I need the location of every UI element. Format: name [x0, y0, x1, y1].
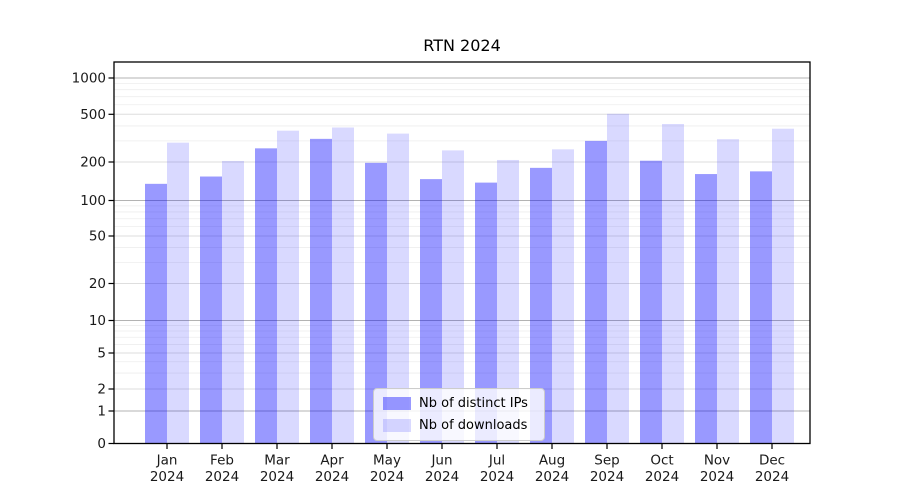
- x-tick-label-year: 2024: [755, 469, 789, 485]
- bar-downloads-feb: [222, 160, 244, 444]
- x-tick-label-year: 2024: [260, 469, 294, 485]
- bar-downloads-oct: [662, 123, 684, 444]
- legend-swatch-distinct-ips-icon: [383, 397, 411, 410]
- x-tick-label-year: 2024: [370, 469, 404, 485]
- y-tick-label: 0: [97, 436, 106, 452]
- bar-downloads-apr: [332, 127, 354, 444]
- legend-item-downloads: Nb of downloads: [383, 418, 535, 433]
- x-tick-label-month: Jul: [488, 453, 505, 469]
- bar-downloads-dec: [772, 128, 794, 444]
- x-tick-label-month: Dec: [759, 453, 785, 469]
- x-tick-label-month: Sep: [594, 453, 619, 469]
- x-tick-label-month: Aug: [539, 453, 565, 469]
- bar-distinct-ips-mar: [255, 148, 277, 444]
- bar-distinct-ips-apr: [310, 138, 332, 444]
- bar-downloads-jun: [442, 150, 464, 444]
- legend-item-distinct-ips: Nb of distinct IPs: [383, 396, 535, 411]
- bar-distinct-ips-aug: [530, 167, 552, 444]
- x-tick-label-month: Nov: [704, 453, 730, 469]
- bar-distinct-ips-sep: [585, 140, 607, 444]
- x-tick-label-year: 2024: [205, 469, 239, 485]
- y-tick-label: 1000: [72, 71, 106, 87]
- y-tick-label: 1: [97, 404, 106, 420]
- legend-label-distinct-ips: Nb of distinct IPs: [419, 396, 528, 411]
- legend-swatch-downloads-icon: [383, 419, 411, 432]
- x-tick-label-month: Oct: [650, 453, 673, 469]
- bar-distinct-ips-jan: [145, 183, 167, 444]
- bar-distinct-ips-may: [365, 162, 387, 444]
- axes-frame: [113, 61, 811, 445]
- chart-title: RTN 2024: [423, 36, 501, 55]
- x-tick-label-month: Jan: [156, 453, 178, 469]
- y-tick-label: 5: [97, 346, 106, 362]
- y-tick-label: 500: [80, 107, 106, 123]
- y-tick-label: 10: [89, 313, 106, 329]
- bar-distinct-ips-dec: [750, 171, 772, 444]
- bar-downloads-mar: [277, 130, 299, 444]
- y-tick-label: 50: [89, 229, 106, 245]
- x-tick-label-month: Feb: [210, 453, 234, 469]
- legend-label-downloads: Nb of downloads: [419, 418, 528, 433]
- bar-distinct-ips-feb: [200, 176, 222, 444]
- x-tick-label-year: 2024: [425, 469, 459, 485]
- x-tick-label-year: 2024: [535, 469, 569, 485]
- legend: Nb of distinct IPs Nb of downloads: [373, 388, 545, 441]
- x-tick-label-year: 2024: [590, 469, 624, 485]
- y-tick-label: 2: [97, 382, 106, 398]
- x-tick-label-year: 2024: [480, 469, 514, 485]
- x-tick-label-month: Jun: [430, 453, 452, 469]
- bar-downloads-jul: [497, 159, 519, 444]
- bar-distinct-ips-jul: [475, 182, 497, 444]
- bar-downloads-aug: [552, 149, 574, 444]
- bar-distinct-ips-nov: [695, 174, 717, 444]
- y-tick-label: 200: [80, 155, 106, 171]
- bar-downloads-nov: [717, 139, 739, 444]
- bar-distinct-ips-jun: [420, 179, 442, 444]
- x-tick-label-month: Mar: [264, 453, 290, 469]
- x-tick-label-month: May: [373, 453, 401, 469]
- y-tick-label: 100: [80, 193, 106, 209]
- x-tick-label-year: 2024: [645, 469, 679, 485]
- y-tick-label: 20: [89, 276, 106, 292]
- x-tick-label-month: Apr: [320, 453, 344, 469]
- x-tick-label-year: 2024: [150, 469, 184, 485]
- x-tick-label-year: 2024: [315, 469, 349, 485]
- bar-downloads-sep: [607, 113, 629, 444]
- x-tick-label-year: 2024: [700, 469, 734, 485]
- bar-downloads-may: [387, 133, 409, 444]
- bar-downloads-jan: [167, 142, 189, 444]
- bar-distinct-ips-oct: [640, 160, 662, 444]
